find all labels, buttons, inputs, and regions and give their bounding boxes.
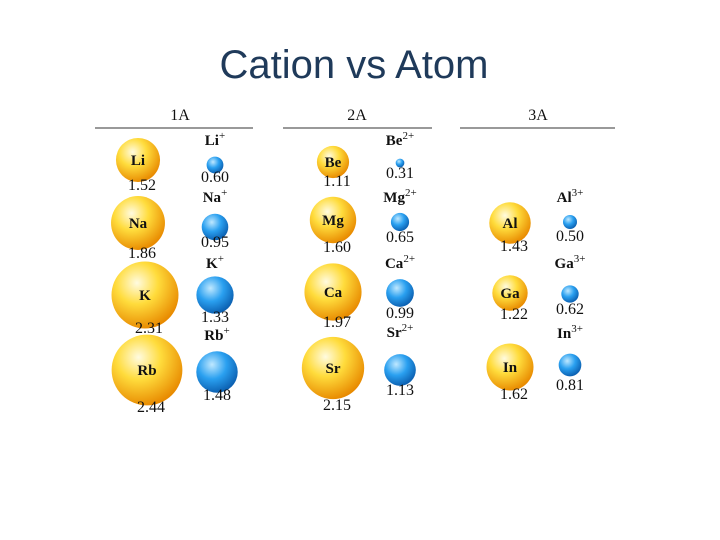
atom-radius: 1.52 [128,177,156,194]
atom-sphere [304,263,362,321]
group-header: 2A [347,107,367,124]
atom-symbol: K [139,288,151,304]
ion-label: Ca2+ [385,253,415,272]
ion-label: In3+ [557,323,583,342]
atom-radius: 1.97 [323,314,351,331]
ion-charge: 2+ [402,322,414,334]
ion-radius: 0.95 [201,234,229,251]
ion-charge: 2+ [403,253,415,265]
ion-sphere [201,213,229,241]
ion-radius: 0.50 [556,228,584,245]
ion-sphere [390,212,410,232]
atom-radius: 1.43 [500,238,528,255]
ion-symbol: Ca [385,256,404,272]
ion-label: Al3+ [557,187,584,206]
ion-radius: 1.33 [201,309,229,326]
ion-radius: 0.62 [556,301,584,318]
atom-radius: 2.31 [135,320,163,337]
atom-symbol: Na [129,216,148,232]
ion-symbol: Ga [555,256,575,272]
group-header: 3A [528,107,548,124]
ion-charge: 2+ [405,187,417,199]
ion-radius: 0.31 [386,165,414,182]
ion-sphere [196,276,234,314]
ion-sphere [561,285,579,303]
ion-sphere [384,354,416,386]
ion-radius: 0.99 [386,305,414,322]
atom-symbol: Mg [322,213,344,229]
ion-radius: 0.65 [386,229,414,246]
atom-radius: 1.60 [323,239,351,256]
ion-sphere [558,353,582,377]
ion-sphere [395,158,405,168]
atom-sphere [301,336,365,400]
ion-radius: 1.48 [203,387,231,404]
ion-radius: 0.81 [556,377,584,394]
atom-symbol: In [503,360,518,376]
ion-label: Sr2+ [387,322,414,341]
ion-charge: 3+ [574,253,586,265]
ion-symbol: Li [205,133,219,149]
atom-sphere [111,334,183,406]
atom-symbol: Be [325,155,342,171]
atom-sphere [111,261,179,329]
ion-label: Be2+ [386,130,414,149]
atom-symbol: Sr [326,361,341,377]
atom-sphere [309,196,357,244]
atom-radius: 2.44 [137,399,165,416]
atom-sphere [486,343,534,391]
title: Cation vs Atom [219,43,488,87]
ion-label: Na+ [203,187,228,206]
ion-charge: + [219,130,225,142]
ion-symbol: Be [386,133,403,149]
ion-symbol: Sr [387,325,402,341]
ion-symbol: Na [203,190,222,206]
ion-radius: 1.13 [386,382,414,399]
ion-label: Ga3+ [555,253,586,272]
ion-symbol: K [206,256,218,272]
ion-label: Li+ [205,130,225,149]
ion-label: Rb+ [204,325,229,344]
ion-sphere [196,351,238,393]
atom-symbol: Rb [137,363,156,379]
ion-sphere [206,156,224,174]
ion-symbol: Rb [204,328,223,344]
ion-symbol: Mg [383,190,405,206]
atom-symbol: Al [503,216,518,232]
group-header: 1A [170,107,190,124]
ion-label: K+ [206,253,224,272]
ion-symbol: Al [557,190,572,206]
ion-radius: 0.60 [201,169,229,186]
ion-charge: + [221,187,227,199]
atom-radius: 1.11 [323,173,350,190]
ion-sphere [386,279,414,307]
atom-sphere [492,275,528,311]
atom-symbol: Ca [324,285,343,301]
atom-radius: 1.86 [128,245,156,262]
ion-charge: 3+ [572,187,584,199]
ion-charge: + [223,325,229,337]
atom-sphere [115,137,161,183]
atom-radius: 1.62 [500,386,528,403]
ion-charge: + [218,253,224,265]
ion-charge: 3+ [571,323,583,335]
atom-sphere [489,202,531,244]
atom-sphere [111,196,165,250]
atom-radius: 1.22 [500,306,528,323]
ion-symbol: In [557,326,572,342]
atom-radius: 2.15 [323,397,351,414]
ion-charge: 2+ [402,130,414,142]
ion-label: Mg2+ [383,187,416,206]
atom-symbol: Ga [500,286,520,302]
atom-sphere [316,145,350,179]
ion-sphere [563,215,577,229]
atom-symbol: Li [131,153,145,169]
